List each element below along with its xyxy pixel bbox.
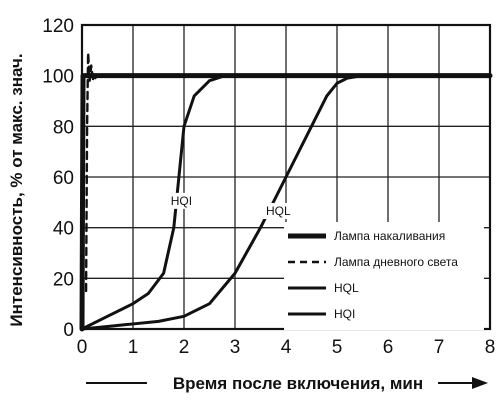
curve-label-bg <box>163 192 200 209</box>
y-tick-label: 0 <box>63 320 74 341</box>
x-tick-label: 6 <box>383 337 394 358</box>
y-tick-label: 20 <box>53 269 74 290</box>
x-tick-label: 0 <box>77 337 88 358</box>
legend-label: Лампа накаливания <box>334 229 445 243</box>
legend-label: HQL <box>334 281 359 295</box>
y-tick-label: 60 <box>53 168 74 189</box>
legend-label: Лампа дневного света <box>334 255 458 269</box>
x-tick-label: 4 <box>281 337 292 358</box>
curve-labels: HQI HQL <box>163 192 297 219</box>
legend-label: HQI <box>334 307 355 321</box>
x-tick-label: 5 <box>332 337 343 358</box>
y-tick-label: 80 <box>53 117 74 138</box>
y-tick-labels: 0 20 40 60 80 100 120 <box>42 16 74 341</box>
x-title-arrowhead <box>472 377 488 389</box>
x-axis-title-group: Время после включения, мин <box>86 374 488 393</box>
x-tick-labels: 0 1 2 3 4 5 6 7 8 <box>77 337 496 358</box>
curve-label: HQL <box>266 204 291 218</box>
legend-box <box>284 222 484 330</box>
series-line-3 <box>80 74 492 331</box>
legend: Лампа накаливания Лампа дневного света HQL… <box>284 222 484 330</box>
curve-label-bg <box>260 203 297 219</box>
y-tick-label: 100 <box>42 67 74 88</box>
y-tick-label: 120 <box>42 16 74 37</box>
x-tick-label: 3 <box>230 337 241 358</box>
x-tick-label: 7 <box>434 337 445 358</box>
x-tick-label: 2 <box>179 337 190 358</box>
curve-label: HQI <box>171 194 192 208</box>
series-line-2 <box>84 51 492 293</box>
y-tick-label: 40 <box>53 219 74 240</box>
x-axis-title: Время после включения, мин <box>173 374 423 393</box>
y-axis-title: Интенсивность, % от макс. знач. <box>7 53 26 326</box>
x-tick-label: 8 <box>485 337 496 358</box>
x-tick-label: 1 <box>128 337 139 358</box>
